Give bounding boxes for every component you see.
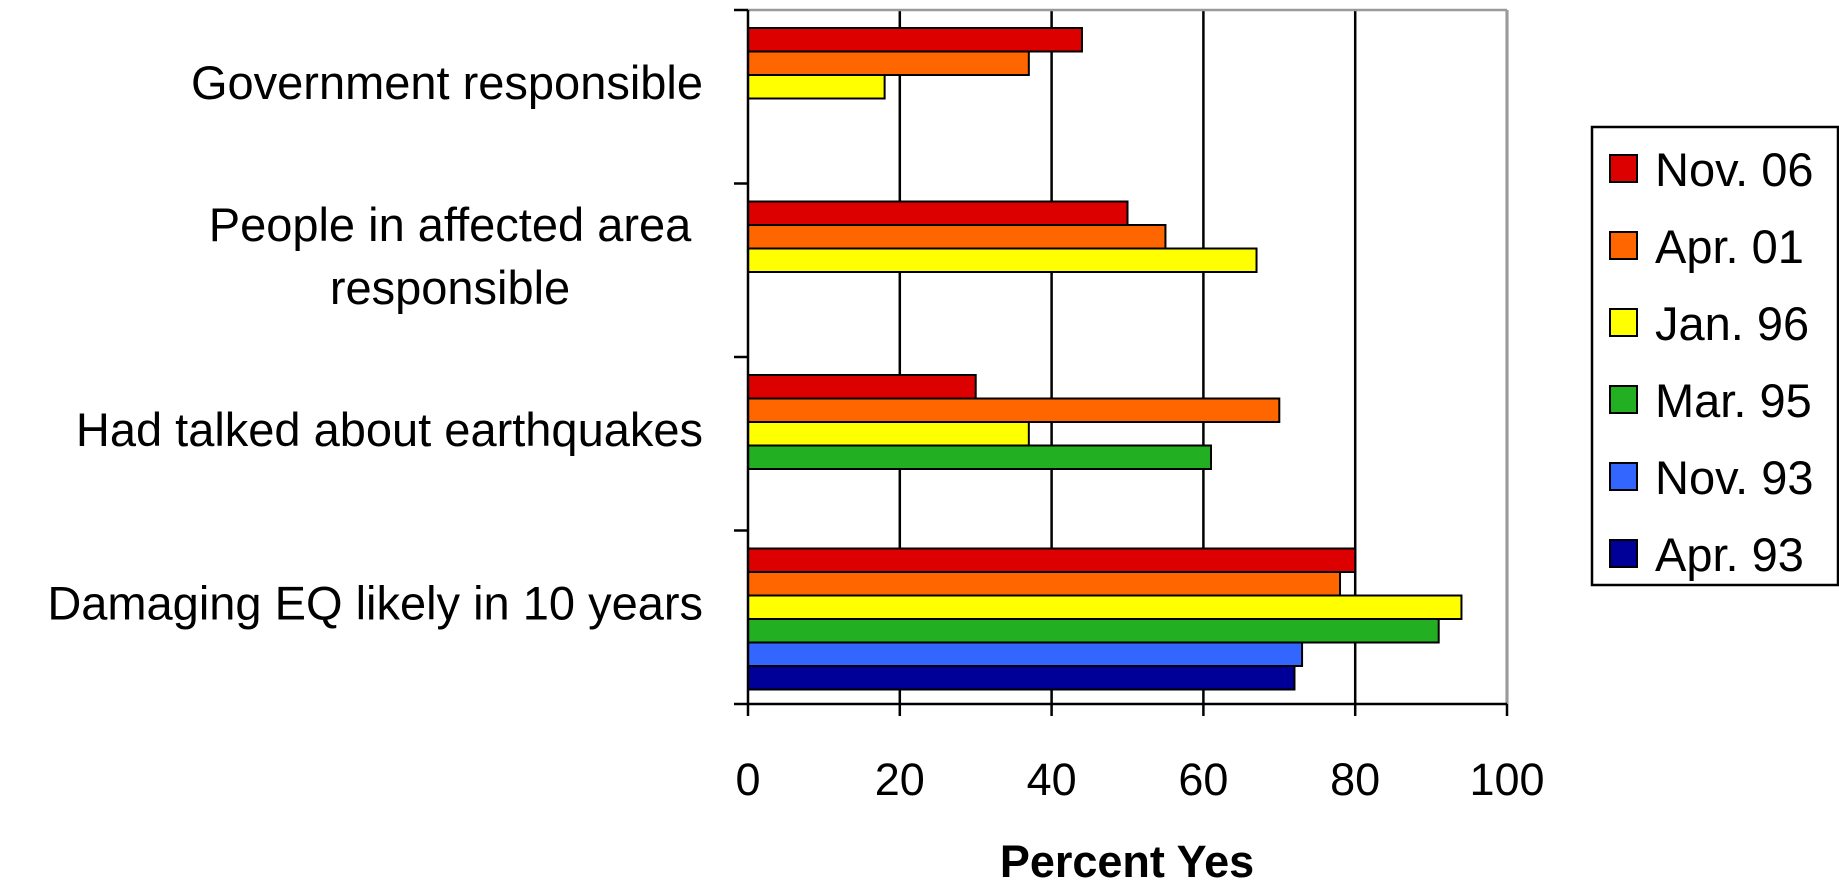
legend-swatch-5 bbox=[1610, 463, 1637, 490]
bar-1-series-3 bbox=[748, 75, 885, 99]
x-tick-label-60: 60 bbox=[1178, 754, 1228, 805]
category-label-1-line-1: Government responsible bbox=[191, 56, 703, 109]
legend-label-1: Nov. 06 bbox=[1655, 143, 1814, 196]
bar-2-series-3 bbox=[748, 249, 1257, 273]
category-labels: Government responsible People in affected… bbox=[47, 56, 703, 630]
bar-4-series-1 bbox=[748, 549, 1355, 573]
x-tick-label-100: 100 bbox=[1469, 754, 1544, 805]
legend-label-4: Mar. 95 bbox=[1655, 374, 1812, 427]
bar-4-series-6 bbox=[748, 666, 1294, 690]
bar-3-series-4 bbox=[748, 446, 1211, 470]
legend-swatch-6 bbox=[1610, 540, 1637, 567]
legend-swatch-4 bbox=[1610, 386, 1637, 413]
legend-swatch-1 bbox=[1610, 155, 1637, 182]
bar-3-series-3 bbox=[748, 422, 1029, 446]
bar-4-series-5 bbox=[748, 643, 1302, 667]
category-label-2-line-1: People in affected area bbox=[209, 198, 692, 251]
bar-4-series-2 bbox=[748, 572, 1340, 596]
x-tick-labels: 0 20 40 60 80 100 bbox=[735, 754, 1544, 805]
bar-3-series-1 bbox=[748, 375, 976, 399]
x-tick-label-80: 80 bbox=[1330, 754, 1380, 805]
bar-4-series-4 bbox=[748, 619, 1439, 643]
legend-swatch-3 bbox=[1610, 309, 1637, 336]
x-tick-label-0: 0 bbox=[735, 754, 760, 805]
category-label-3-line-1: Had talked about earthquakes bbox=[76, 403, 703, 456]
x-tick-label-40: 40 bbox=[1027, 754, 1077, 805]
x-tick-label-20: 20 bbox=[875, 754, 925, 805]
legend: Nov. 06 Apr. 01 Jan. 96 Mar. 95 Nov. 93 Apr. … bbox=[1592, 127, 1838, 585]
bar-2-series-2 bbox=[748, 225, 1165, 249]
legend-swatch-2 bbox=[1610, 232, 1637, 259]
legend-label-5: Nov. 93 bbox=[1655, 451, 1814, 504]
bar-3-series-2 bbox=[748, 399, 1279, 423]
bar-1-series-1 bbox=[748, 28, 1082, 52]
category-label-4-line-1: Damaging EQ likely in 10 years bbox=[47, 576, 703, 629]
category-label-2-line-2: responsible bbox=[330, 261, 570, 314]
bar-1-series-2 bbox=[748, 52, 1029, 76]
legend-label-3: Jan. 96 bbox=[1655, 297, 1809, 350]
bar-4-series-3 bbox=[748, 596, 1461, 620]
legend-label-6: Apr. 93 bbox=[1655, 528, 1804, 581]
legend-label-2: Apr. 01 bbox=[1655, 220, 1804, 273]
x-axis-title: Percent Yes bbox=[1000, 836, 1254, 886]
bar-2-series-1 bbox=[748, 202, 1128, 226]
